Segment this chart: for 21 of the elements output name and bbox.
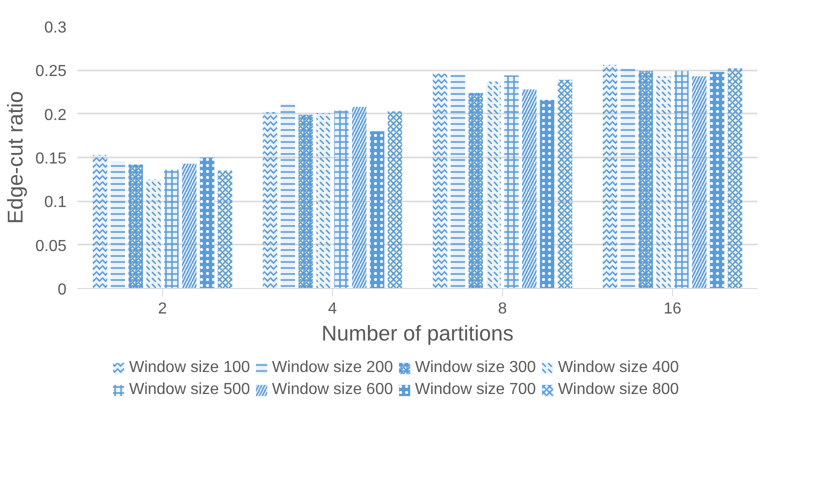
legend-label: Window size 300	[415, 359, 536, 377]
legend-label: Window size 400	[558, 359, 679, 377]
legend-label: Window size 600	[272, 381, 393, 399]
legend-label: Window size 100	[129, 359, 250, 377]
x-axis-title: Number of partitions	[321, 322, 514, 346]
y-tick-label: 0.05	[35, 238, 67, 255]
x-tick-label: 4	[328, 300, 338, 318]
y-tick-label: 0.15	[35, 150, 67, 168]
x-tick-label: 2	[158, 300, 168, 318]
x-tick-label: 8	[498, 300, 508, 318]
legend-label: Window size 500	[129, 381, 250, 399]
legend-label: Window size 700	[415, 381, 536, 399]
y-axis-title: Edge-cut ratio	[3, 91, 28, 224]
x-tick-label: 16	[664, 300, 682, 318]
y-tick-label: 0.1	[44, 194, 67, 212]
legend-label: Window size 200	[272, 359, 393, 377]
y-tick-label: 0.2	[44, 106, 67, 124]
legend-label: Window size 800	[558, 381, 679, 399]
y-tick-label: 0.3	[44, 20, 67, 36]
y-tick-label: 0	[58, 282, 67, 298]
y-tick-label: 0.25	[35, 63, 67, 80]
